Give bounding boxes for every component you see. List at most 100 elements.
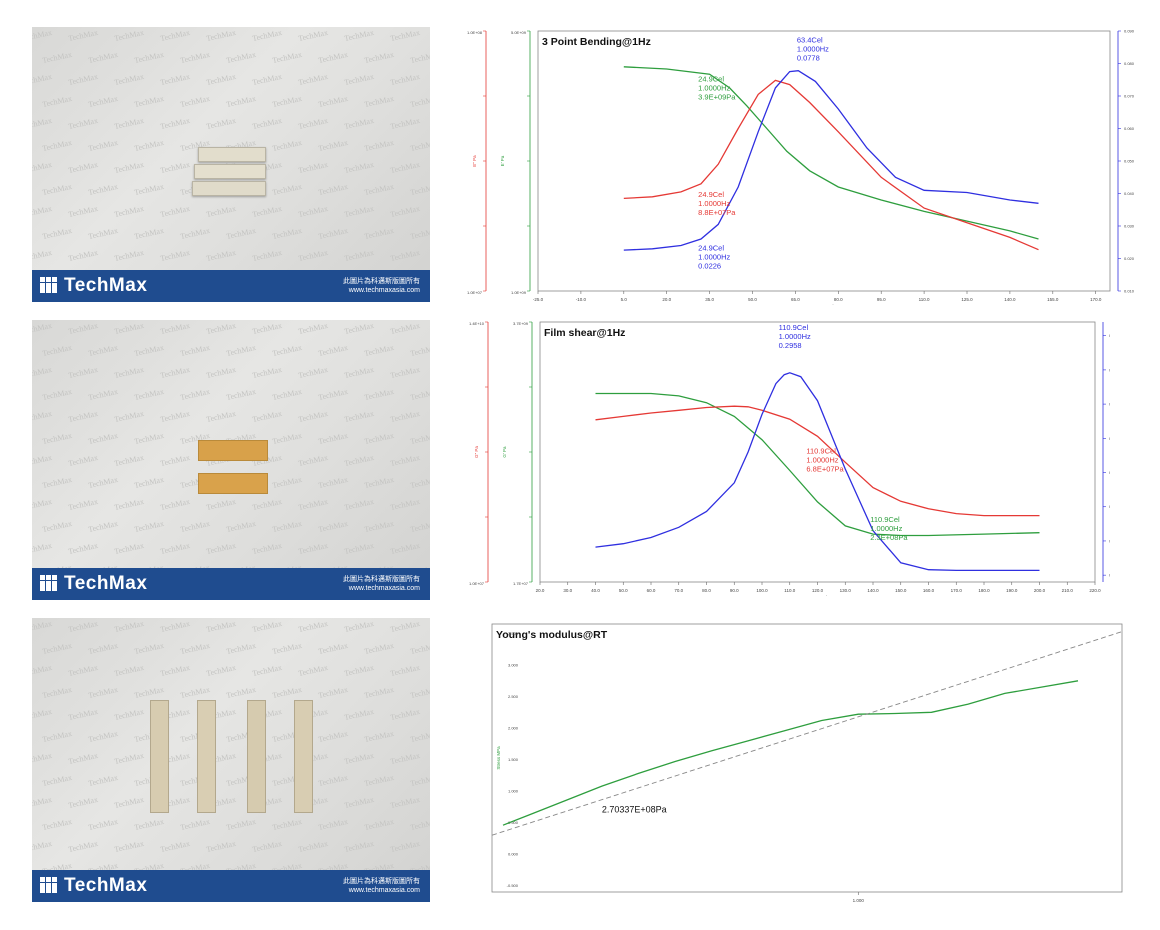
x-tick-label: 110.0 <box>784 588 795 593</box>
green-axis-bottom-label: 1.7E+07 <box>513 581 529 586</box>
watermark-text: TechMax <box>271 225 303 242</box>
watermark-text: TechMax <box>343 838 375 855</box>
watermark-text: TechMax <box>389 203 421 220</box>
series-line-E' <box>623 66 1039 240</box>
website-text: www.techmaxasia.com <box>348 887 420 894</box>
watermark-text: TechMax <box>32 320 53 337</box>
watermark-text: TechMax <box>251 115 283 132</box>
watermark-text: TechMax <box>225 49 257 66</box>
watermark-text: TechMax <box>271 49 303 66</box>
right-tick-label: 0.3500 <box>1109 333 1110 338</box>
right-tick-label: 0.3000 <box>1109 367 1110 372</box>
watermark-text: TechMax <box>41 640 73 657</box>
watermark-text: TechMax <box>317 474 349 491</box>
film-strip-2 <box>198 473 268 494</box>
watermark-text: TechMax <box>409 137 430 154</box>
watermark-text: TechMax <box>113 794 145 811</box>
x-tick-label: 20.0 <box>536 588 545 593</box>
watermark-text: TechMax <box>41 93 73 110</box>
watermark-text: TechMax <box>159 320 191 337</box>
watermark-text: TechMax <box>343 320 375 337</box>
x-tick-label: 50.0 <box>619 588 628 593</box>
watermark-text: TechMax <box>297 27 329 44</box>
x-tick-label: 100.0 <box>756 588 768 593</box>
watermark-text: TechMax <box>67 496 99 513</box>
right-tick-label: 0.030 <box>1124 224 1135 229</box>
watermark-text: TechMax <box>67 706 99 723</box>
watermark-text: TechMax <box>343 364 375 381</box>
watermark-text: TechMax <box>317 728 349 745</box>
watermark-text: TechMax <box>159 662 191 679</box>
annotation-text: 63.4Cel <box>797 35 823 44</box>
annotation-text: 1.0000Hz <box>797 44 829 53</box>
y-axis-title: Stress MPa <box>496 746 501 770</box>
watermark-text: TechMax <box>343 618 375 635</box>
watermark-text: TechMax <box>32 408 53 425</box>
techmax-logo-icon <box>40 277 58 293</box>
watermark-text: TechMax <box>205 71 237 88</box>
watermark-text: TechMax <box>179 816 211 833</box>
watermark-text: TechMax <box>251 618 283 635</box>
watermark-text: TechMax <box>87 728 119 745</box>
watermark-text: TechMax <box>41 342 73 359</box>
annotation-text: 2.3E+08Pa <box>870 533 908 542</box>
watermark-text: TechMax <box>113 496 145 513</box>
watermark-text: TechMax <box>389 838 421 855</box>
watermark-text: TechMax <box>87 49 119 66</box>
copyright-text: 此圖片為科邁斯版圖所有 <box>343 576 420 583</box>
watermark-text: TechMax <box>133 181 165 198</box>
watermark-text: TechMax <box>67 247 99 264</box>
watermark-text: TechMax <box>409 49 430 66</box>
watermark-text: TechMax <box>225 386 257 403</box>
watermark-text: TechMax <box>41 137 73 154</box>
x-tick-label: 35.0 <box>705 297 714 302</box>
watermark-text: TechMax <box>251 203 283 220</box>
brand-name: TechMax <box>64 275 148 296</box>
watermark-text: TechMax <box>251 662 283 679</box>
brand-logo: TechMax <box>40 875 147 897</box>
watermark-text: TechMax <box>409 474 430 491</box>
watermark-text: TechMax <box>87 386 119 403</box>
watermark-text: TechMax <box>32 496 53 513</box>
watermark-text: TechMax <box>389 706 421 723</box>
watermark-text: TechMax <box>225 342 257 359</box>
annotation-text: 0.2958 <box>779 341 802 350</box>
watermark-text: TechMax <box>363 684 395 701</box>
watermark-text: TechMax <box>363 386 395 403</box>
watermark-text: TechMax <box>363 816 395 833</box>
right-tick-label: 0.020 <box>1124 256 1135 261</box>
watermark-text: TechMax <box>159 496 191 513</box>
plot-frame <box>491 623 1123 893</box>
watermark-text: TechMax <box>317 93 349 110</box>
watermark-text: TechMax <box>251 320 283 337</box>
watermark-text: TechMax <box>113 452 145 469</box>
watermark-text: TechMax <box>179 518 211 535</box>
x-tick-label: 20.0 <box>662 297 671 302</box>
watermark-text: TechMax <box>41 386 73 403</box>
right-tick-label: 0.050 <box>1124 159 1135 164</box>
brand-name: TechMax <box>64 875 148 896</box>
watermark-text: TechMax <box>179 684 211 701</box>
watermark-text: TechMax <box>113 662 145 679</box>
x-tick-label: 210.0 <box>1062 588 1074 593</box>
watermark-text: TechMax <box>271 430 303 447</box>
series-line-solid <box>502 680 1079 826</box>
watermark-text: TechMax <box>389 408 421 425</box>
x-tick-label: 30.0 <box>563 588 572 593</box>
series-line-tanδ <box>623 70 1039 251</box>
chart-svg: 3 Point Bending@1Hz -25.0 -10.0 5.0 20.0 35.0… <box>467 29 1135 306</box>
watermark-text: TechMax <box>297 159 329 176</box>
watermark-text: TechMax <box>205 364 237 381</box>
watermark-text: TechMax <box>32 540 53 557</box>
watermark-text: TechMax <box>297 364 329 381</box>
film-strip-1 <box>198 440 268 461</box>
watermark-text: TechMax <box>297 247 329 264</box>
watermark-text: TechMax <box>67 159 99 176</box>
specimen-photo-2: TechMax TechMax TechMax TechMax TechMax TechM… <box>32 320 430 600</box>
watermark-text: TechMax <box>133 49 165 66</box>
watermark-text: TechMax <box>297 203 329 220</box>
green-axis-top-label: 5.0E+09 <box>511 30 527 35</box>
watermark-text: TechMax <box>32 247 53 264</box>
watermark-text: TechMax <box>32 364 53 381</box>
watermark-text: TechMax <box>133 430 165 447</box>
